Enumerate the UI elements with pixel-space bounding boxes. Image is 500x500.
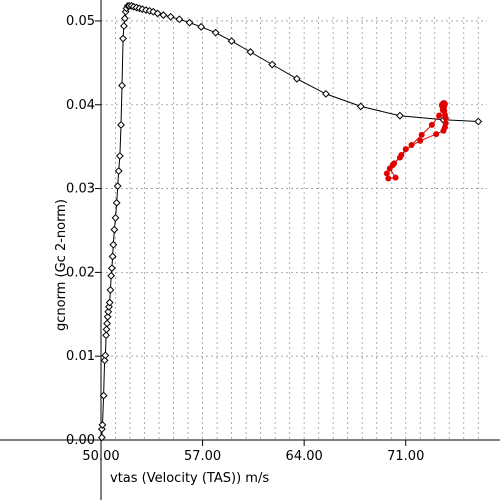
data-point xyxy=(113,182,122,190)
data-point xyxy=(322,89,330,98)
data-point xyxy=(101,351,110,360)
data-point xyxy=(428,121,435,128)
x-tick-label: 64.00 xyxy=(286,449,323,464)
data-point xyxy=(103,319,112,328)
data-point xyxy=(115,151,124,160)
x-tick-label: 50.00 xyxy=(82,449,119,464)
data-point xyxy=(103,312,112,321)
data-point xyxy=(292,74,301,83)
data-point xyxy=(439,106,446,113)
data-point xyxy=(396,111,404,120)
data-point xyxy=(166,12,175,21)
data-point xyxy=(112,198,121,207)
data-point xyxy=(227,37,236,45)
data-point xyxy=(175,15,184,24)
x-tick-label: 71.00 xyxy=(387,449,424,464)
data-point xyxy=(99,391,108,400)
data-point xyxy=(109,240,118,249)
data-point xyxy=(105,302,113,311)
data-point xyxy=(383,170,390,177)
data-point xyxy=(149,7,158,16)
data-point xyxy=(105,298,114,307)
data-point xyxy=(268,60,277,69)
data-point xyxy=(100,356,109,365)
y-tick-label: 0.01 xyxy=(66,349,95,364)
data-point xyxy=(392,174,399,181)
data-point xyxy=(111,213,120,222)
data-point xyxy=(389,162,396,169)
data-point xyxy=(107,264,116,273)
y-tick-label: 0.00 xyxy=(66,433,95,448)
data-point xyxy=(107,271,116,280)
data-point xyxy=(97,425,106,434)
series xyxy=(97,1,483,442)
data-point xyxy=(356,102,365,111)
data-point xyxy=(197,22,206,31)
data-point xyxy=(418,131,425,138)
data-point xyxy=(110,225,119,234)
data-point xyxy=(385,175,392,182)
y-tick-labels: 0.00 0.01 0.02 0.03 0.04 0.05 xyxy=(66,14,101,448)
data-point xyxy=(246,48,255,56)
y-axis-title: gcnorm (Gc 2-norm) xyxy=(54,199,69,331)
series-0 xyxy=(97,1,483,442)
data-point xyxy=(211,28,220,37)
data-point xyxy=(120,14,129,23)
x-tick-labels: 50.00 57.00 64.00 71.00 xyxy=(82,440,424,464)
data-point xyxy=(398,152,405,159)
data-point xyxy=(106,286,115,294)
data-point xyxy=(408,141,415,148)
x-axis-title: vtas (Velocity (TAS)) m/s xyxy=(110,471,269,486)
series-1 xyxy=(383,100,449,182)
data-point xyxy=(185,18,194,27)
series-line-0 xyxy=(101,5,479,438)
data-point xyxy=(117,120,125,129)
data-point xyxy=(118,81,126,90)
data-point xyxy=(417,137,424,144)
data-point xyxy=(104,307,113,316)
data-point xyxy=(114,167,123,175)
grid-lines xyxy=(101,17,487,440)
data-point xyxy=(474,117,483,126)
data-point xyxy=(102,325,111,334)
data-point xyxy=(120,22,128,30)
data-point xyxy=(442,120,449,127)
data-point xyxy=(102,331,110,340)
data-point xyxy=(98,421,107,429)
y-tick-label: 0.04 xyxy=(66,98,95,113)
data-point xyxy=(159,11,168,19)
data-point xyxy=(433,131,440,138)
data-point xyxy=(153,9,162,18)
data-point xyxy=(119,34,127,43)
data-point xyxy=(97,433,106,442)
data-point xyxy=(436,112,443,119)
data-point xyxy=(108,252,117,261)
data-point xyxy=(402,146,409,153)
y-tick-label: 0.03 xyxy=(66,182,95,197)
x-tick-label: 57.00 xyxy=(184,449,221,464)
y-tick-label: 0.05 xyxy=(66,14,95,29)
y-tick-label: 0.02 xyxy=(66,265,95,280)
